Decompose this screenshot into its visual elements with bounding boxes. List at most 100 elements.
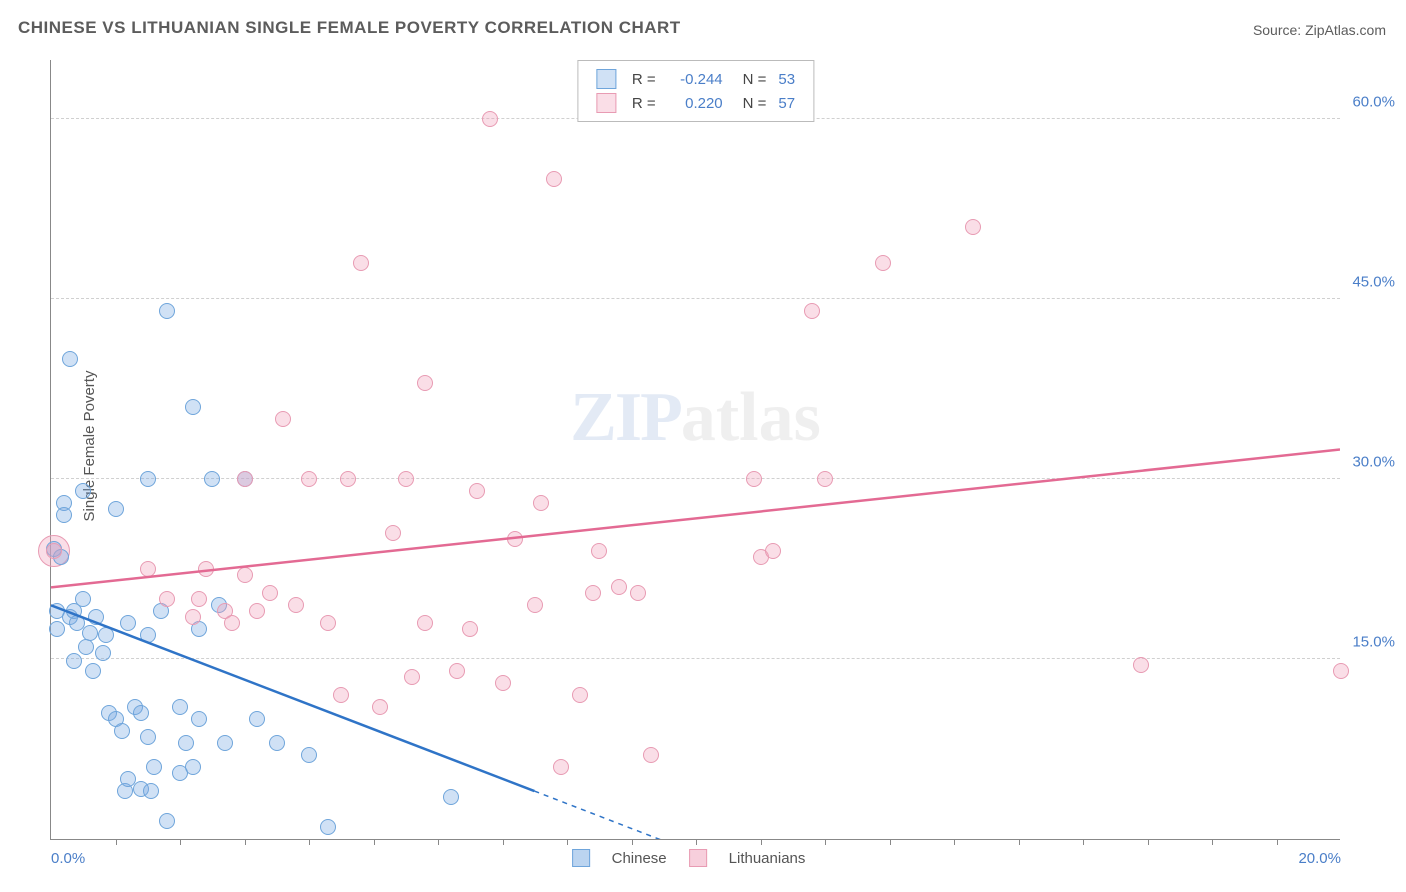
scatter-marker (185, 609, 201, 625)
scatter-marker (56, 507, 72, 523)
legend-swatch (572, 849, 590, 867)
scatter-marker (1133, 657, 1149, 673)
source-prefix: Source: (1253, 22, 1305, 38)
series-legend: Chinese Lithuanians (568, 849, 824, 867)
scatter-marker (320, 615, 336, 631)
scatter-marker (320, 819, 336, 835)
scatter-marker (301, 747, 317, 763)
scatter-marker (875, 255, 891, 271)
x-tick (567, 839, 568, 845)
scatter-marker (495, 675, 511, 691)
scatter-marker (120, 615, 136, 631)
scatter-marker (78, 639, 94, 655)
scatter-marker (965, 219, 981, 235)
scatter-marker (75, 591, 91, 607)
scatter-marker (62, 351, 78, 367)
scatter-marker (66, 653, 82, 669)
scatter-marker (88, 609, 104, 625)
trend-lines-layer (51, 60, 1340, 839)
scatter-marker (49, 621, 65, 637)
scatter-marker (159, 813, 175, 829)
scatter-marker (288, 597, 304, 613)
x-tick (761, 839, 762, 845)
scatter-marker (159, 303, 175, 319)
scatter-marker (95, 645, 111, 661)
x-tick (180, 839, 181, 845)
scatter-marker (224, 615, 240, 631)
x-tick (438, 839, 439, 845)
scatter-marker (82, 625, 98, 641)
x-tick (116, 839, 117, 845)
legend-label: Lithuanians (729, 850, 806, 867)
watermark-zip: ZIP (570, 379, 681, 456)
scatter-marker (46, 543, 62, 559)
scatter-marker (527, 597, 543, 613)
y-tick-label: 30.0% (1352, 454, 1395, 471)
x-tick (1083, 839, 1084, 845)
scatter-marker (143, 783, 159, 799)
x-tick (825, 839, 826, 845)
scatter-marker (301, 471, 317, 487)
x-tick (954, 839, 955, 845)
scatter-marker (140, 471, 156, 487)
scatter-marker (804, 303, 820, 319)
scatter-marker (404, 669, 420, 685)
chart-title: CHINESE VS LITHUANIAN SINGLE FEMALE POVE… (18, 18, 681, 38)
x-tick (1148, 839, 1149, 845)
scatter-marker (746, 471, 762, 487)
scatter-marker (340, 471, 356, 487)
scatter-marker (146, 759, 162, 775)
gridline (51, 298, 1340, 299)
scatter-marker (185, 399, 201, 415)
x-tick (374, 839, 375, 845)
scatter-marker (98, 627, 114, 643)
scatter-marker (159, 591, 175, 607)
scatter-marker (353, 255, 369, 271)
scatter-marker (191, 591, 207, 607)
scatter-marker (572, 687, 588, 703)
x-tick (503, 839, 504, 845)
scatter-marker (398, 471, 414, 487)
scatter-marker (133, 705, 149, 721)
scatter-marker (275, 411, 291, 427)
source-attribution: Source: ZipAtlas.com (1253, 22, 1386, 38)
scatter-marker (417, 375, 433, 391)
scatter-marker (114, 723, 130, 739)
legend-swatch (689, 849, 707, 867)
scatter-marker (585, 585, 601, 601)
scatter-marker (482, 111, 498, 127)
watermark-atlas: atlas (681, 379, 821, 456)
x-tick (1019, 839, 1020, 845)
scatter-marker (237, 471, 253, 487)
scatter-marker (204, 471, 220, 487)
scatter-marker (546, 171, 562, 187)
scatter-marker (85, 663, 101, 679)
scatter-plot-area: ZIPatlas R =-0.244N =53R =0.220N =57 Chi… (50, 60, 1340, 840)
x-tick (309, 839, 310, 845)
scatter-marker (262, 585, 278, 601)
scatter-marker (178, 735, 194, 751)
x-tick (1212, 839, 1213, 845)
scatter-marker (140, 729, 156, 745)
scatter-marker (217, 735, 233, 751)
scatter-marker (449, 663, 465, 679)
scatter-marker (443, 789, 459, 805)
scatter-marker (333, 687, 349, 703)
x-tick-label: 20.0% (1298, 850, 1341, 867)
scatter-marker (533, 495, 549, 511)
x-tick (632, 839, 633, 845)
x-tick (890, 839, 891, 845)
x-tick (696, 839, 697, 845)
scatter-marker (269, 735, 285, 751)
legend-label: Chinese (612, 850, 667, 867)
scatter-marker (553, 759, 569, 775)
scatter-marker (417, 615, 433, 631)
scatter-marker (462, 621, 478, 637)
scatter-marker (1333, 663, 1349, 679)
scatter-marker (140, 561, 156, 577)
scatter-marker (140, 627, 156, 643)
scatter-marker (643, 747, 659, 763)
y-tick-label: 60.0% (1352, 94, 1395, 111)
scatter-marker (75, 483, 91, 499)
scatter-marker (249, 711, 265, 727)
